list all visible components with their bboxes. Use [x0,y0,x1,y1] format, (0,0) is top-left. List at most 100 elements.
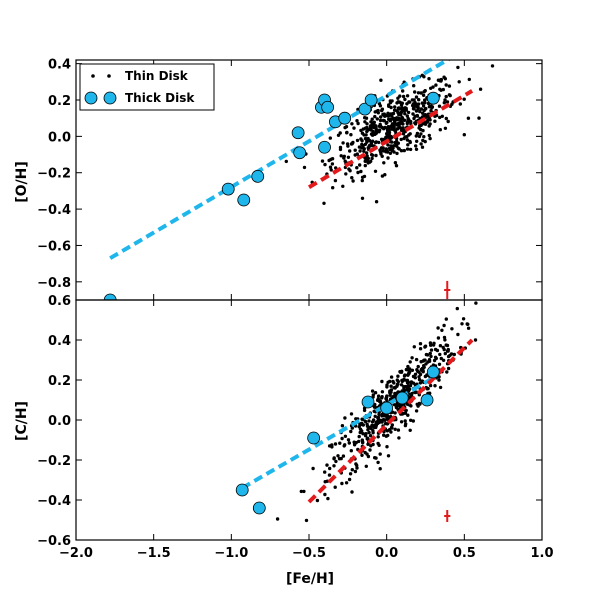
thin-disk-point [363,434,368,438]
thin-disk-point [442,335,447,340]
thin-disk-point [431,343,436,347]
thin-disk-point [374,422,379,426]
thin-disk-point [385,445,389,449]
thin-disk-point [376,460,380,465]
thin-disk-point [393,411,397,415]
thin-disk-point [421,359,425,363]
thin-disk-point [348,472,353,476]
thin-disk-point [397,436,401,440]
thin-disk-point [382,433,386,437]
thin-disk-point [361,127,365,131]
thin-disk-point [444,343,448,347]
thin-disk-point [360,429,364,433]
thin-disk-point [389,430,393,434]
thin-disk-point [400,378,404,383]
thin-disk-point [378,467,382,471]
thin-disk-point [444,94,448,99]
thin-disk-point [390,140,394,144]
thin-disk-point [420,379,424,383]
thin-disk-point [356,121,360,126]
thin-fit-line [307,338,474,504]
thin-disk-point [315,498,320,503]
thin-disk-point [446,119,450,124]
plot-area [235,301,478,523]
thin-disk-point [383,113,387,118]
thin-disk-point [328,466,332,471]
thin-disk-point [323,162,327,167]
thin-disk-point [389,384,393,388]
thin-disk-point [388,147,392,152]
thin-disk-point [402,118,407,123]
x-tick-label: −0.5 [292,546,326,561]
y-tick-label: 0.2 [48,94,71,109]
thin-disk-point [428,136,432,141]
thick-disk-point [358,102,372,116]
thin-disk-point [389,390,393,394]
thin-disk-point [328,136,332,140]
thin-disk-point [351,140,355,145]
thin-disk-point [362,174,367,179]
thin-disk-point [332,464,336,468]
thin-disk-point [402,385,406,389]
thin-disk-point [370,153,375,157]
thin-disk-point [358,149,362,153]
thin-disk-point [326,496,330,501]
thin-disk-point [438,128,442,132]
thin-disk-point [366,454,371,459]
thin-disk-point [284,159,288,164]
thin-disk-point [385,120,389,125]
thick-disk-point [395,391,409,405]
thin-disk-point [455,306,459,311]
thick-disk-point [237,193,251,207]
thin-disk-point [323,470,327,474]
thin-disk-point [373,391,378,395]
y-tick-label: −0.6 [37,239,71,254]
thin-disk-point [364,151,369,155]
thin-disk-point [320,159,325,163]
thin-disk-point [408,384,413,388]
thin-disk-point [338,131,342,135]
thin-disk-point [350,122,354,126]
thin-disk-point [338,441,342,445]
thin-disk-point [355,152,359,156]
thin-disk-point [394,143,398,147]
thin-disk-point [443,338,447,342]
thin-disk-point [349,429,353,434]
thin-disk-point [418,109,422,114]
thin-disk-point [420,145,425,149]
thin-disk-point [367,430,371,435]
thin-disk-point [405,94,410,98]
thin-disk-point [361,432,365,436]
thin-disk-point [442,323,446,328]
thin-disk-point [362,408,367,413]
thin-disk-point [369,120,373,124]
thin-disk-point [373,414,377,418]
thin-disk-point [436,336,441,340]
thin-disk-point [407,371,411,376]
legend-thick-disk-marker [103,91,117,105]
thin-disk-point [344,172,348,176]
thin-disk-point [396,374,400,378]
thick-disk-point [318,140,331,154]
thin-disk-point [414,357,419,362]
thin-disk-point [374,153,378,158]
thin-disk-point [350,176,354,180]
thin-disk-point [403,423,408,428]
thin-disk-point [411,419,415,423]
thin-disk-point [421,93,426,98]
thick-disk-point [221,182,235,196]
thick-disk-point [291,126,305,140]
thin-disk-point [423,344,428,348]
thin-disk-point [380,146,384,150]
thin-disk-point [429,348,434,352]
thin-disk-point [437,378,441,382]
thin-disk-point [339,456,343,461]
thin-disk-point [421,111,425,116]
thin-disk-point [395,118,400,122]
thin-disk-point [366,128,370,132]
thin-disk-point [357,425,361,429]
thin-disk-point [405,114,409,118]
thin-disk-point [302,489,306,494]
thin-disk-point [422,75,426,79]
thick-disk-point [321,100,335,114]
